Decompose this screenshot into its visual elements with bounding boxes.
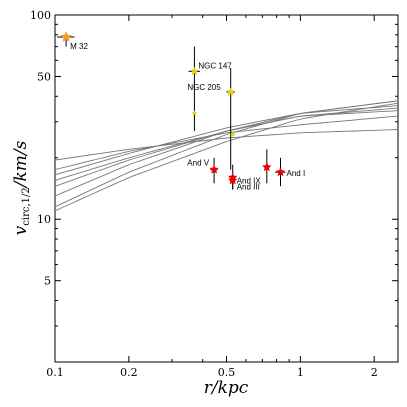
data-point-star (275, 167, 286, 177)
x-tick-label: 2 (371, 366, 378, 379)
galaxy-label: NGC 205 (187, 83, 221, 92)
galaxy-label: And V (187, 159, 209, 168)
x-axis-title: r/kpc (204, 378, 249, 398)
data-point-small (229, 131, 236, 138)
y-tick-label: 5 (44, 275, 51, 288)
data-point-small (191, 110, 198, 116)
data-point-star (189, 66, 199, 76)
x-tick-label: 0.5 (218, 366, 236, 379)
model-curve (54, 100, 399, 208)
axis-ticks: 0.1 0.2 0.5 1 2 5 10 50 100 (30, 9, 398, 379)
data-point-star (60, 30, 72, 43)
galaxy-label: And I (287, 169, 306, 178)
model-curves (54, 100, 399, 212)
y-tick-label: 50 (37, 70, 51, 83)
galaxy-label: NGC 147 (198, 61, 232, 70)
data-point-star (227, 175, 238, 185)
y-axis-title: vcirc,1/2/km/s (11, 140, 32, 235)
data-points (57, 30, 286, 190)
y-tick-label: 100 (30, 9, 51, 22)
model-curve (54, 110, 399, 181)
galaxy-label: M 32 (70, 42, 88, 51)
model-curve (54, 129, 399, 161)
galaxy-label: And III (237, 182, 260, 191)
x-tick-label: 0.1 (46, 366, 64, 379)
x-tick-label: 0.2 (120, 366, 138, 379)
model-curve (54, 100, 399, 176)
y-tick-label: 10 (37, 213, 51, 226)
data-point-star (226, 87, 236, 96)
model-curve (54, 115, 399, 171)
data-point-star (209, 164, 219, 174)
x-tick-label: 1 (297, 366, 304, 379)
data-point-star (261, 161, 272, 172)
galaxy-label: And IX (237, 177, 262, 186)
